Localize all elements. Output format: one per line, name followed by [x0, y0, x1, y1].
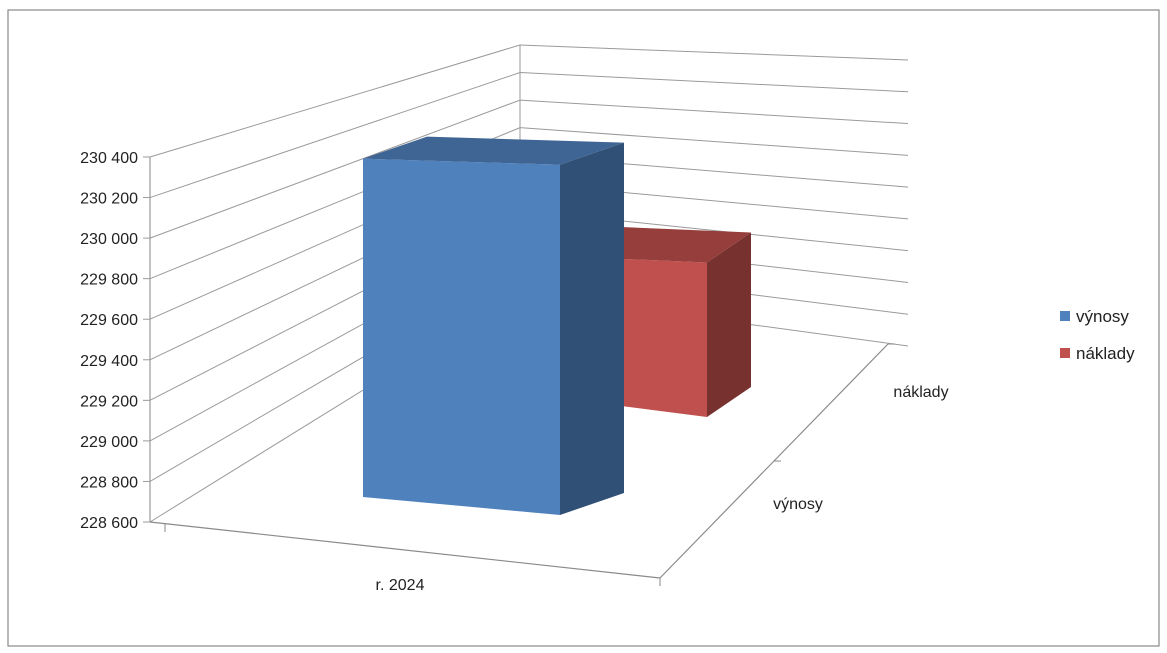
legend-swatch-naklady	[1060, 348, 1070, 358]
bar-vynosy-side	[560, 142, 624, 515]
y-tick-label: 228 600	[80, 515, 138, 532]
depth-axis-label-vynosy: výnosy	[773, 496, 823, 513]
bar-naklady-side	[707, 232, 751, 417]
y-tick-label: 230 200	[80, 191, 138, 208]
x-axis-line	[149, 521, 661, 579]
bar-vynosy-top	[363, 136, 624, 165]
legend: výnosy náklady	[1060, 307, 1135, 363]
y-tick-label: 230 000	[80, 231, 138, 248]
y-tick-label: 229 800	[80, 272, 138, 289]
y-axis-ticks: 228 600 228 800 229 000 229 200 229 400 229 6…	[80, 150, 150, 532]
bar-vynosy	[363, 136, 624, 515]
bar-vynosy-front	[363, 158, 560, 515]
depth-axis-label-naklady: náklady	[893, 384, 948, 401]
legend-label-vynosy: výnosy	[1076, 307, 1129, 326]
x-category-label: r. 2024	[376, 577, 425, 594]
legend-label-naklady: náklady	[1076, 344, 1135, 363]
y-tick-label: 229 400	[80, 353, 138, 370]
y-tick-label: 230 400	[80, 150, 138, 167]
y-tick-label: 229 600	[80, 312, 138, 329]
y-tick-label: 229 200	[80, 393, 138, 410]
chart-border	[7, 9, 1160, 647]
y-tick-label: 228 800	[80, 474, 138, 491]
bars	[363, 136, 751, 515]
legend-swatch-vynosy	[1060, 311, 1070, 321]
y-tick-label: 229 000	[80, 434, 138, 451]
